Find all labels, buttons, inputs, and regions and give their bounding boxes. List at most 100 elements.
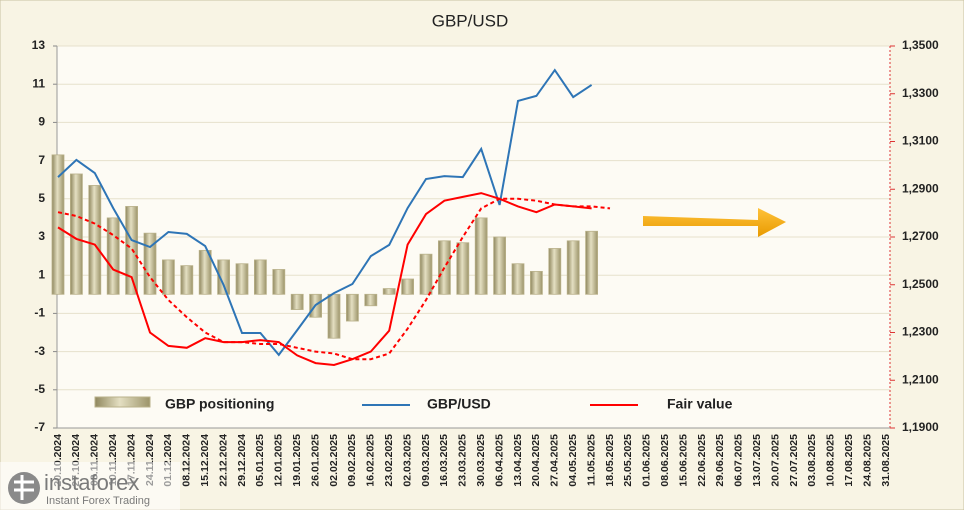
logo-mark bbox=[14, 475, 34, 500]
x-tick-label: 31.08.2025 bbox=[880, 434, 892, 487]
x-tick-label: 06.07.2025 bbox=[733, 434, 745, 487]
y-tick-label: 1 bbox=[38, 267, 45, 281]
x-tick-label: 22.12.2024 bbox=[217, 434, 229, 487]
x-tick-label: 24.08.2025 bbox=[861, 434, 873, 487]
bar bbox=[235, 263, 249, 295]
y2-tick-label: 1,3500 bbox=[902, 38, 939, 52]
y2-tick-label: 1,3100 bbox=[902, 134, 939, 148]
y-tick-label: 7 bbox=[38, 153, 45, 167]
watermark-tagline: Instant Forex Trading bbox=[46, 495, 150, 507]
x-tick-label: 23.02.2025 bbox=[383, 434, 395, 487]
y-tick-label: -7 bbox=[34, 420, 45, 434]
bar bbox=[456, 242, 470, 295]
x-tick-label: 26.01.2025 bbox=[309, 434, 321, 487]
bar bbox=[401, 278, 415, 295]
x-tick-label: 09.02.2025 bbox=[346, 434, 358, 487]
x-tick-label: 13.07.2025 bbox=[751, 434, 763, 487]
y-tick-label: 11 bbox=[32, 76, 45, 90]
bar bbox=[585, 230, 598, 295]
x-tick-label: 30.03.2025 bbox=[475, 434, 487, 487]
x-tick-label: 19.01.2025 bbox=[291, 434, 303, 487]
bar bbox=[364, 293, 378, 307]
x-tick-label: 05.01.2025 bbox=[254, 434, 266, 487]
x-tick-label: 17.08.2025 bbox=[843, 434, 855, 487]
bar bbox=[272, 269, 286, 295]
x-tick-label: 08.12.2024 bbox=[181, 434, 193, 487]
x-tick-label: 16.03.2025 bbox=[438, 434, 450, 487]
plot: -7-5-3-11357911131,19001,21001,23001,250… bbox=[32, 38, 939, 486]
legend-swatch bbox=[94, 396, 151, 408]
x-tick-label: 18.05.2025 bbox=[604, 434, 616, 487]
bar bbox=[382, 288, 396, 295]
line bbox=[57, 68, 593, 357]
bar bbox=[125, 206, 138, 295]
y2-tick-label: 1,1900 bbox=[902, 420, 939, 434]
x-tick-label: 27.07.2025 bbox=[788, 434, 800, 487]
x-tick-label: 23.03.2025 bbox=[457, 434, 469, 487]
y2-tick-label: 1,2700 bbox=[902, 229, 939, 243]
y-tick-label: 3 bbox=[38, 229, 45, 243]
legend-label: GBP positioning bbox=[165, 396, 274, 412]
arrow bbox=[643, 208, 786, 237]
y2-tick-label: 1,2900 bbox=[902, 181, 939, 195]
watermark-brand: instaforex bbox=[44, 470, 139, 495]
x-tick-label: 20.04.2025 bbox=[530, 434, 542, 487]
y2-tick-label: 1,2300 bbox=[902, 325, 939, 339]
x-tick-label: 11.05.2025 bbox=[585, 434, 597, 486]
x-tick-label: 01.06.2025 bbox=[641, 434, 653, 487]
logo-icon bbox=[8, 472, 40, 504]
x-tick-label: 16.02.2025 bbox=[365, 434, 377, 487]
x-tick-label: 02.02.2025 bbox=[328, 434, 340, 487]
bar bbox=[217, 259, 231, 295]
chart-title: GBP/USD bbox=[432, 11, 509, 30]
x-tick-label: 22.06.2025 bbox=[696, 434, 708, 487]
x-tick-label: 02.03.2025 bbox=[401, 434, 413, 487]
bar bbox=[327, 293, 341, 339]
bar bbox=[493, 236, 507, 295]
x-tick-label: 27.04.2025 bbox=[549, 434, 561, 487]
bar bbox=[474, 217, 488, 295]
bar bbox=[530, 270, 543, 295]
legend-label: GBP/USD bbox=[427, 396, 491, 412]
x-tick-label: 06.04.2025 bbox=[493, 434, 505, 487]
x-tick-label: 08.06.2025 bbox=[659, 434, 671, 487]
x-tick-label: 15.12.2024 bbox=[199, 434, 211, 487]
line bbox=[57, 192, 592, 367]
bar bbox=[51, 154, 65, 295]
y-tick-label: -1 bbox=[34, 306, 45, 320]
bar bbox=[106, 217, 120, 295]
y-tick-label: -5 bbox=[34, 382, 45, 396]
y-tick-label: 9 bbox=[38, 115, 45, 129]
bar bbox=[566, 240, 580, 295]
y2-tick-label: 1,2100 bbox=[902, 372, 939, 386]
y2-tick-label: 1,3300 bbox=[902, 86, 939, 100]
legend-label: Fair value bbox=[667, 396, 733, 412]
y2-tick-label: 1,2500 bbox=[902, 277, 939, 291]
bar bbox=[70, 173, 83, 295]
x-tick-label: 04.05.2025 bbox=[567, 434, 579, 487]
bar bbox=[253, 259, 267, 295]
bar bbox=[198, 249, 212, 295]
bar bbox=[511, 263, 525, 295]
bar bbox=[345, 293, 359, 322]
x-tick-label: 12.01.2025 bbox=[273, 434, 285, 487]
y-tick-label: 5 bbox=[38, 191, 45, 205]
x-tick-label: 10.08.2025 bbox=[825, 434, 837, 487]
x-tick-label: 09.03.2025 bbox=[420, 434, 432, 487]
x-tick-label: 25.05.2025 bbox=[622, 434, 634, 487]
y-tick-label: -3 bbox=[34, 344, 45, 358]
y-tick-label: 13 bbox=[32, 38, 46, 52]
bar bbox=[290, 293, 304, 310]
bar bbox=[143, 232, 157, 295]
bar bbox=[161, 259, 175, 295]
x-tick-label: 13.04.2025 bbox=[512, 434, 524, 487]
line bbox=[57, 197, 611, 361]
x-tick-label: 29.06.2025 bbox=[714, 434, 726, 487]
x-tick-label: 20.07.2025 bbox=[769, 434, 781, 487]
bar bbox=[548, 248, 562, 295]
bar bbox=[419, 253, 433, 295]
bar bbox=[88, 185, 102, 295]
x-tick-label: 29.12.2024 bbox=[236, 434, 248, 487]
bar bbox=[180, 265, 194, 295]
